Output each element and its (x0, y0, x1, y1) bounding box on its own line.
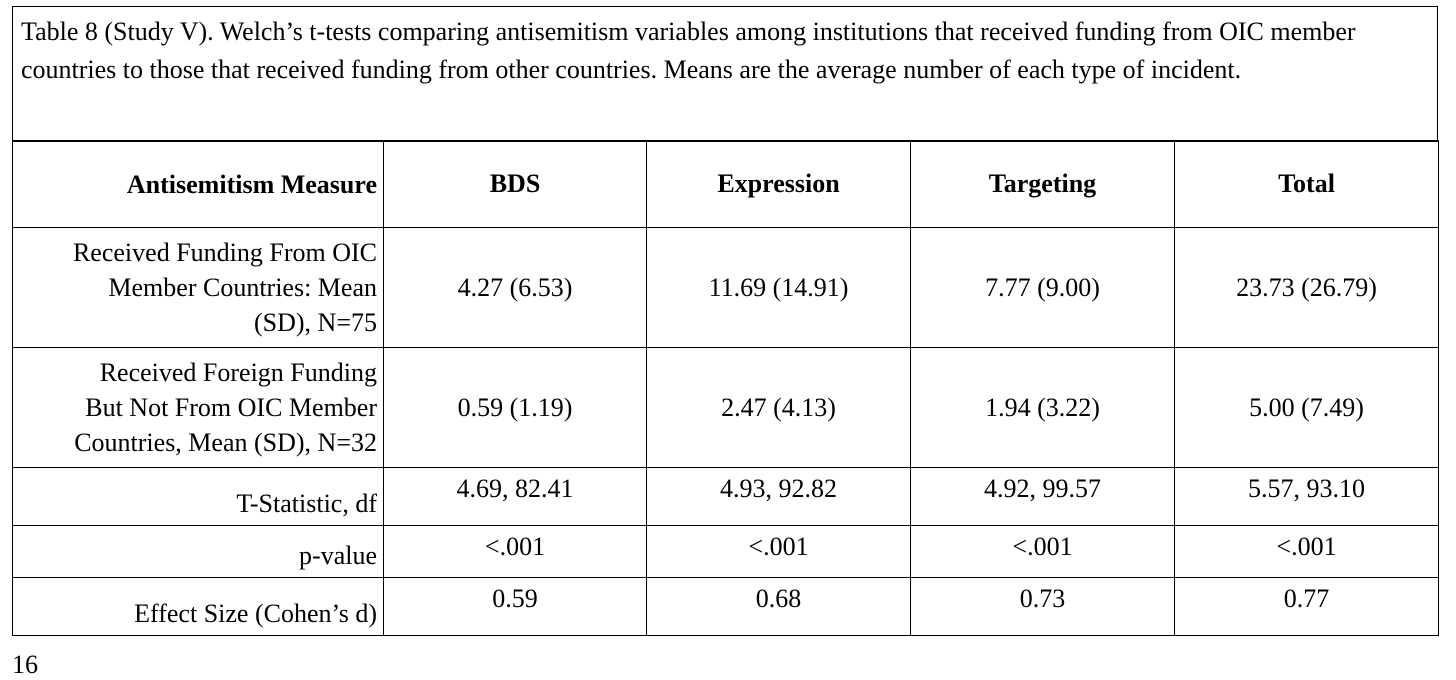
header-expression: Expression (646, 140, 911, 228)
header-row: Antisemitism Measure BDS Expression Targ… (12, 140, 1439, 228)
row-label-t-statistic: T-Statistic, df (12, 467, 384, 526)
cell-p-expression: <.001 (646, 525, 911, 578)
row-label-line: Member Countries: Mean (108, 273, 377, 302)
table-row-other-foreign-funding: Received Foreign Funding But Not From OI… (12, 347, 1439, 468)
cell-foreign-expression: 2.47 (4.13) (646, 347, 911, 468)
cell-foreign-targeting: 1.94 (3.22) (910, 347, 1175, 468)
cell-oic-targeting: 7.77 (9.00) (910, 227, 1175, 348)
table-row-p-value: p-value <.001 <.001 <.001 <.001 (12, 525, 1439, 578)
cell-p-targeting: <.001 (910, 525, 1175, 578)
cell-es-total: 0.77 (1174, 577, 1439, 636)
header-targeting: Targeting (910, 140, 1175, 228)
row-label-line: Received Funding From OIC (72, 238, 377, 267)
row-label-line: Received Foreign Funding (99, 358, 377, 387)
cell-t-total: 5.57, 93.10 (1174, 467, 1439, 526)
row-label-line: (SD), N=75 (254, 308, 377, 337)
row-label-oic-funding: Received Funding From OIC Member Countri… (12, 227, 384, 348)
header-measure: Antisemitism Measure (12, 140, 384, 228)
cell-p-total: <.001 (1174, 525, 1439, 578)
row-label-other-foreign-funding: Received Foreign Funding But Not From OI… (12, 347, 384, 468)
row-label-p-value: p-value (12, 525, 384, 578)
table-row-oic-funding: Received Funding From OIC Member Countri… (12, 227, 1439, 348)
table-row-effect-size: Effect Size (Cohen’s d) 0.59 0.68 0.73 0… (12, 577, 1439, 636)
table-row-t-statistic: T-Statistic, df 4.69, 82.41 4.93, 92.82 … (12, 467, 1439, 526)
header-bds: BDS (383, 140, 647, 228)
cell-foreign-total: 5.00 (7.49) (1174, 347, 1439, 468)
header-total: Total (1174, 140, 1439, 228)
cell-es-targeting: 0.73 (910, 577, 1175, 636)
row-label-line: But Not From OIC Member (85, 393, 377, 422)
row-label-line: Countries, Mean (SD), N=32 (74, 428, 377, 457)
results-table: Antisemitism Measure BDS Expression Targ… (12, 140, 1439, 636)
cell-t-targeting: 4.92, 99.57 (910, 467, 1175, 526)
cell-es-expression: 0.68 (646, 577, 911, 636)
row-label-effect-size: Effect Size (Cohen’s d) (12, 577, 384, 636)
cell-oic-total: 23.73 (26.79) (1174, 227, 1439, 348)
table-figure: Table 8 (Study V). Welch’s t-tests compa… (12, 6, 1439, 679)
footnote-number: 16 (12, 650, 38, 679)
table-caption: Table 8 (Study V). Welch’s t-tests compa… (12, 6, 1438, 142)
cell-p-bds: <.001 (383, 525, 647, 578)
cell-oic-expression: 11.69 (14.91) (646, 227, 911, 348)
cell-oic-bds: 4.27 (6.53) (383, 227, 647, 348)
cell-t-bds: 4.69, 82.41 (383, 467, 647, 526)
cell-t-expression: 4.93, 92.82 (646, 467, 911, 526)
cell-es-bds: 0.59 (383, 577, 647, 636)
cell-foreign-bds: 0.59 (1.19) (383, 347, 647, 468)
